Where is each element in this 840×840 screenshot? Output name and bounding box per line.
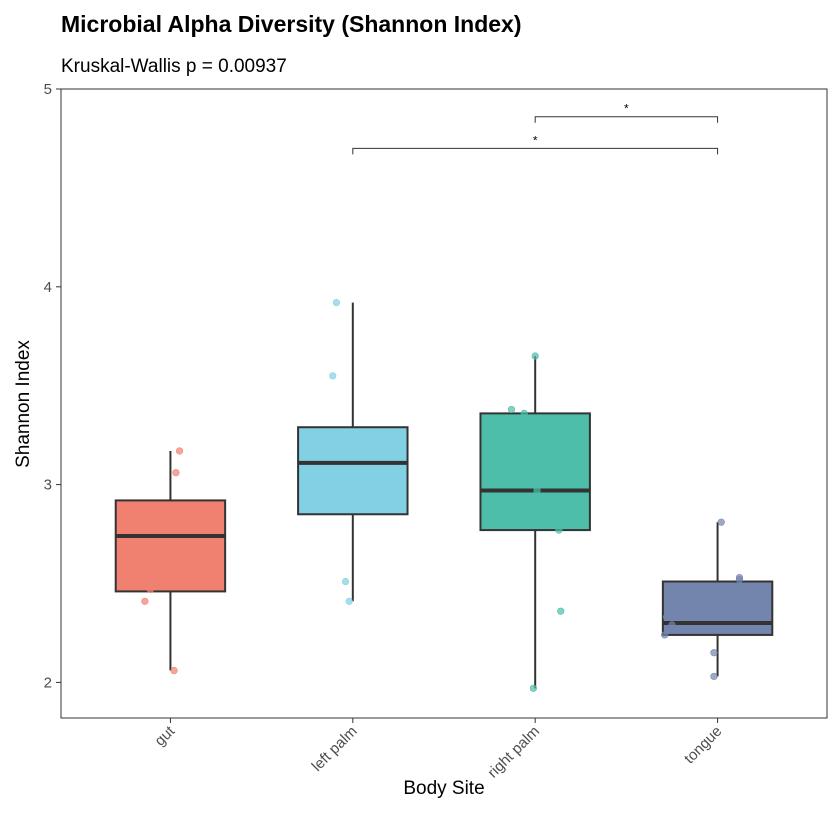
data-point	[546, 431, 554, 439]
data-point	[661, 631, 669, 639]
data-point	[662, 613, 671, 621]
data-point	[150, 504, 158, 512]
x-axis: gut left palm right palm tongue	[151, 718, 725, 781]
data-point	[186, 508, 195, 516]
box-2	[479, 356, 591, 689]
data-point	[507, 512, 516, 520]
comparison-bracket-1: *	[352, 133, 719, 155]
data-point	[347, 469, 355, 477]
data-point	[332, 299, 340, 307]
comparison-layer: **	[352, 102, 719, 155]
box-0	[114, 450, 227, 671]
iqr-box	[114, 499, 227, 593]
data-point	[520, 409, 528, 417]
iqr-box	[479, 412, 591, 532]
y-tick-label-3: 5	[44, 81, 52, 98]
data-point	[710, 672, 718, 681]
data-point	[170, 666, 178, 675]
data-point	[557, 607, 565, 615]
data-point	[347, 486, 355, 495]
box-layer	[114, 302, 774, 689]
data-point	[717, 518, 725, 526]
significance-label: *	[624, 102, 629, 116]
bracket-line	[352, 147, 719, 155]
data-point	[341, 577, 350, 586]
y-tick-label-1: 3	[44, 477, 52, 494]
data-point	[555, 526, 563, 534]
x-axis-label: Body Site	[403, 778, 484, 799]
y-axis: 2 3 4 5	[44, 81, 61, 691]
data-point	[529, 684, 537, 692]
data-point	[735, 573, 744, 582]
data-point	[343, 451, 351, 459]
chart-subtitle: Kruskal-Wallis p = 0.00937	[61, 56, 287, 77]
significance-label: *	[533, 133, 538, 147]
comparison-bracket-0: *	[534, 102, 719, 123]
y-axis-label: Shannon Index	[13, 340, 34, 468]
data-point	[172, 469, 180, 477]
x-tick-label-1: left palm	[309, 723, 361, 775]
iqr-box	[661, 580, 774, 636]
x-tick-label-2: right palm	[484, 723, 543, 782]
data-point	[710, 649, 718, 657]
y-tick-label-2: 4	[44, 279, 52, 296]
data-point	[533, 486, 541, 495]
box-3	[661, 522, 774, 677]
data-point	[329, 372, 337, 380]
x-tick-label-3: tongue	[681, 723, 725, 767]
data-point	[345, 597, 353, 605]
data-point	[175, 447, 184, 455]
data-point	[321, 441, 330, 449]
data-point	[181, 556, 189, 564]
chart-title: Microbial Alpha Diversity (Shannon Index…	[61, 11, 522, 37]
data-point	[668, 621, 676, 629]
data-point	[507, 405, 516, 414]
data-point	[531, 352, 539, 360]
data-point	[146, 585, 154, 594]
y-tick-label-0: 2	[44, 674, 52, 691]
x-tick-label-0: gut	[151, 722, 178, 749]
data-point	[141, 597, 149, 605]
point-layer	[141, 299, 744, 692]
bracket-line	[534, 116, 719, 123]
